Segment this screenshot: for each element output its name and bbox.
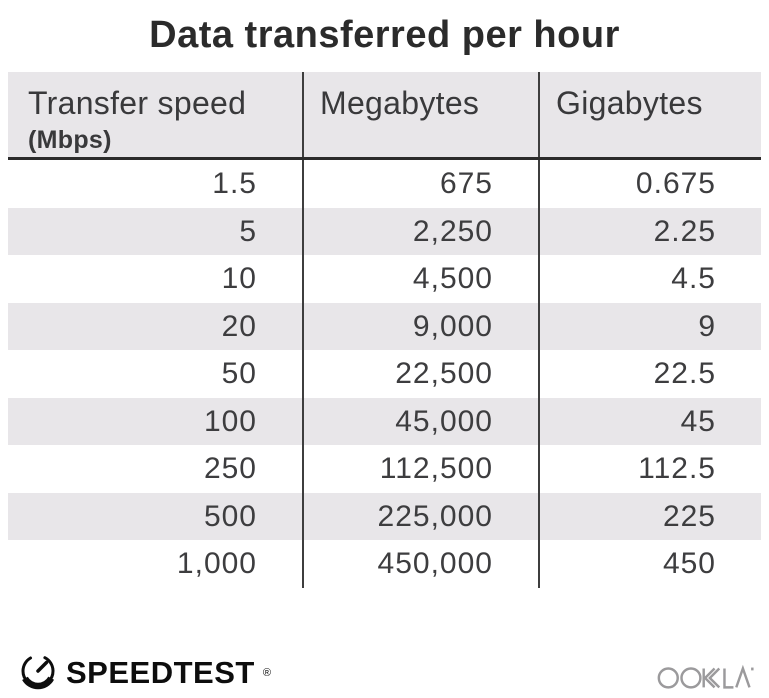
table-row: 250 112,500 112.5 [8,445,761,493]
cell-megabytes: 675 [302,160,538,208]
cell-speed: 1.5 [212,167,257,200]
column-header-unit: (Mbps) [28,126,112,154]
cell-speed: 5 [239,214,257,248]
cell-gigabytes: 22.5 [538,350,761,398]
ookla-wordmark-icon [657,664,757,698]
cell-speed: 250 [203,452,257,485]
speedometer-gauge-icon [18,650,58,695]
cell-megabytes: 112,500 [302,445,538,493]
cell-gigabytes: 0.675 [538,160,761,208]
column-header-label: Megabytes [320,85,480,121]
table-row: 1,000 450,000 450 [8,540,761,588]
ookla-logo [657,660,757,698]
cell-megabytes: 2,250 [302,207,538,255]
table-row: 1.5 675 0.675 [8,160,761,208]
cell-speed: 500 [203,499,257,533]
cell-megabytes: 4,500 [302,255,538,303]
table-row: 100 45,000 45 [8,397,761,445]
cell-megabytes: 22,500 [302,350,538,398]
cell-megabytes: 450,000 [302,540,538,588]
column-header-label: Gigabytes [556,85,703,121]
column-header-label: Transfer speed [28,85,247,121]
cell-speed: 50 [221,357,257,390]
cell-speed: 10 [221,262,257,295]
cell-gigabytes: 225 [538,492,761,540]
cell-gigabytes: 45 [538,397,761,445]
data-table: Transfer speed (Mbps) Megabytes Gigabyte… [8,72,761,588]
cell-gigabytes: 2.25 [538,207,761,255]
table-row: 500 225,000 225 [8,492,761,540]
cell-gigabytes: 112.5 [538,445,761,493]
table-row: 10 4,500 4.5 [8,255,761,303]
page-title: Data transferred per hour [149,14,620,56]
cell-gigabytes: 9 [538,302,761,350]
table-row: 5 2,250 2.25 [8,207,761,255]
speedtest-logo: SPEEDTEST ® [18,650,271,695]
cell-megabytes: 9,000 [302,302,538,350]
table-row: 20 9,000 9 [8,302,761,350]
cell-megabytes: 45,000 [302,397,538,445]
cell-speed: 20 [221,309,257,343]
column-header-megabytes: Megabytes [302,72,538,157]
cell-gigabytes: 4.5 [538,255,761,303]
column-header-gigabytes: Gigabytes [538,72,761,157]
table-row: 50 22,500 22.5 [8,350,761,398]
cell-speed: 1,000 [176,547,257,580]
cell-gigabytes: 450 [538,540,761,588]
registered-trademark-symbol: ® [262,666,271,679]
footer: SPEEDTEST ® [0,646,769,698]
cell-speed: 100 [203,404,257,438]
cell-megabytes: 225,000 [302,492,538,540]
table-header-row: Transfer speed (Mbps) Megabytes Gigabyte… [8,72,761,160]
speedtest-wordmark: SPEEDTEST [66,654,255,690]
column-header-transfer-speed: Transfer speed (Mbps) [8,72,302,157]
